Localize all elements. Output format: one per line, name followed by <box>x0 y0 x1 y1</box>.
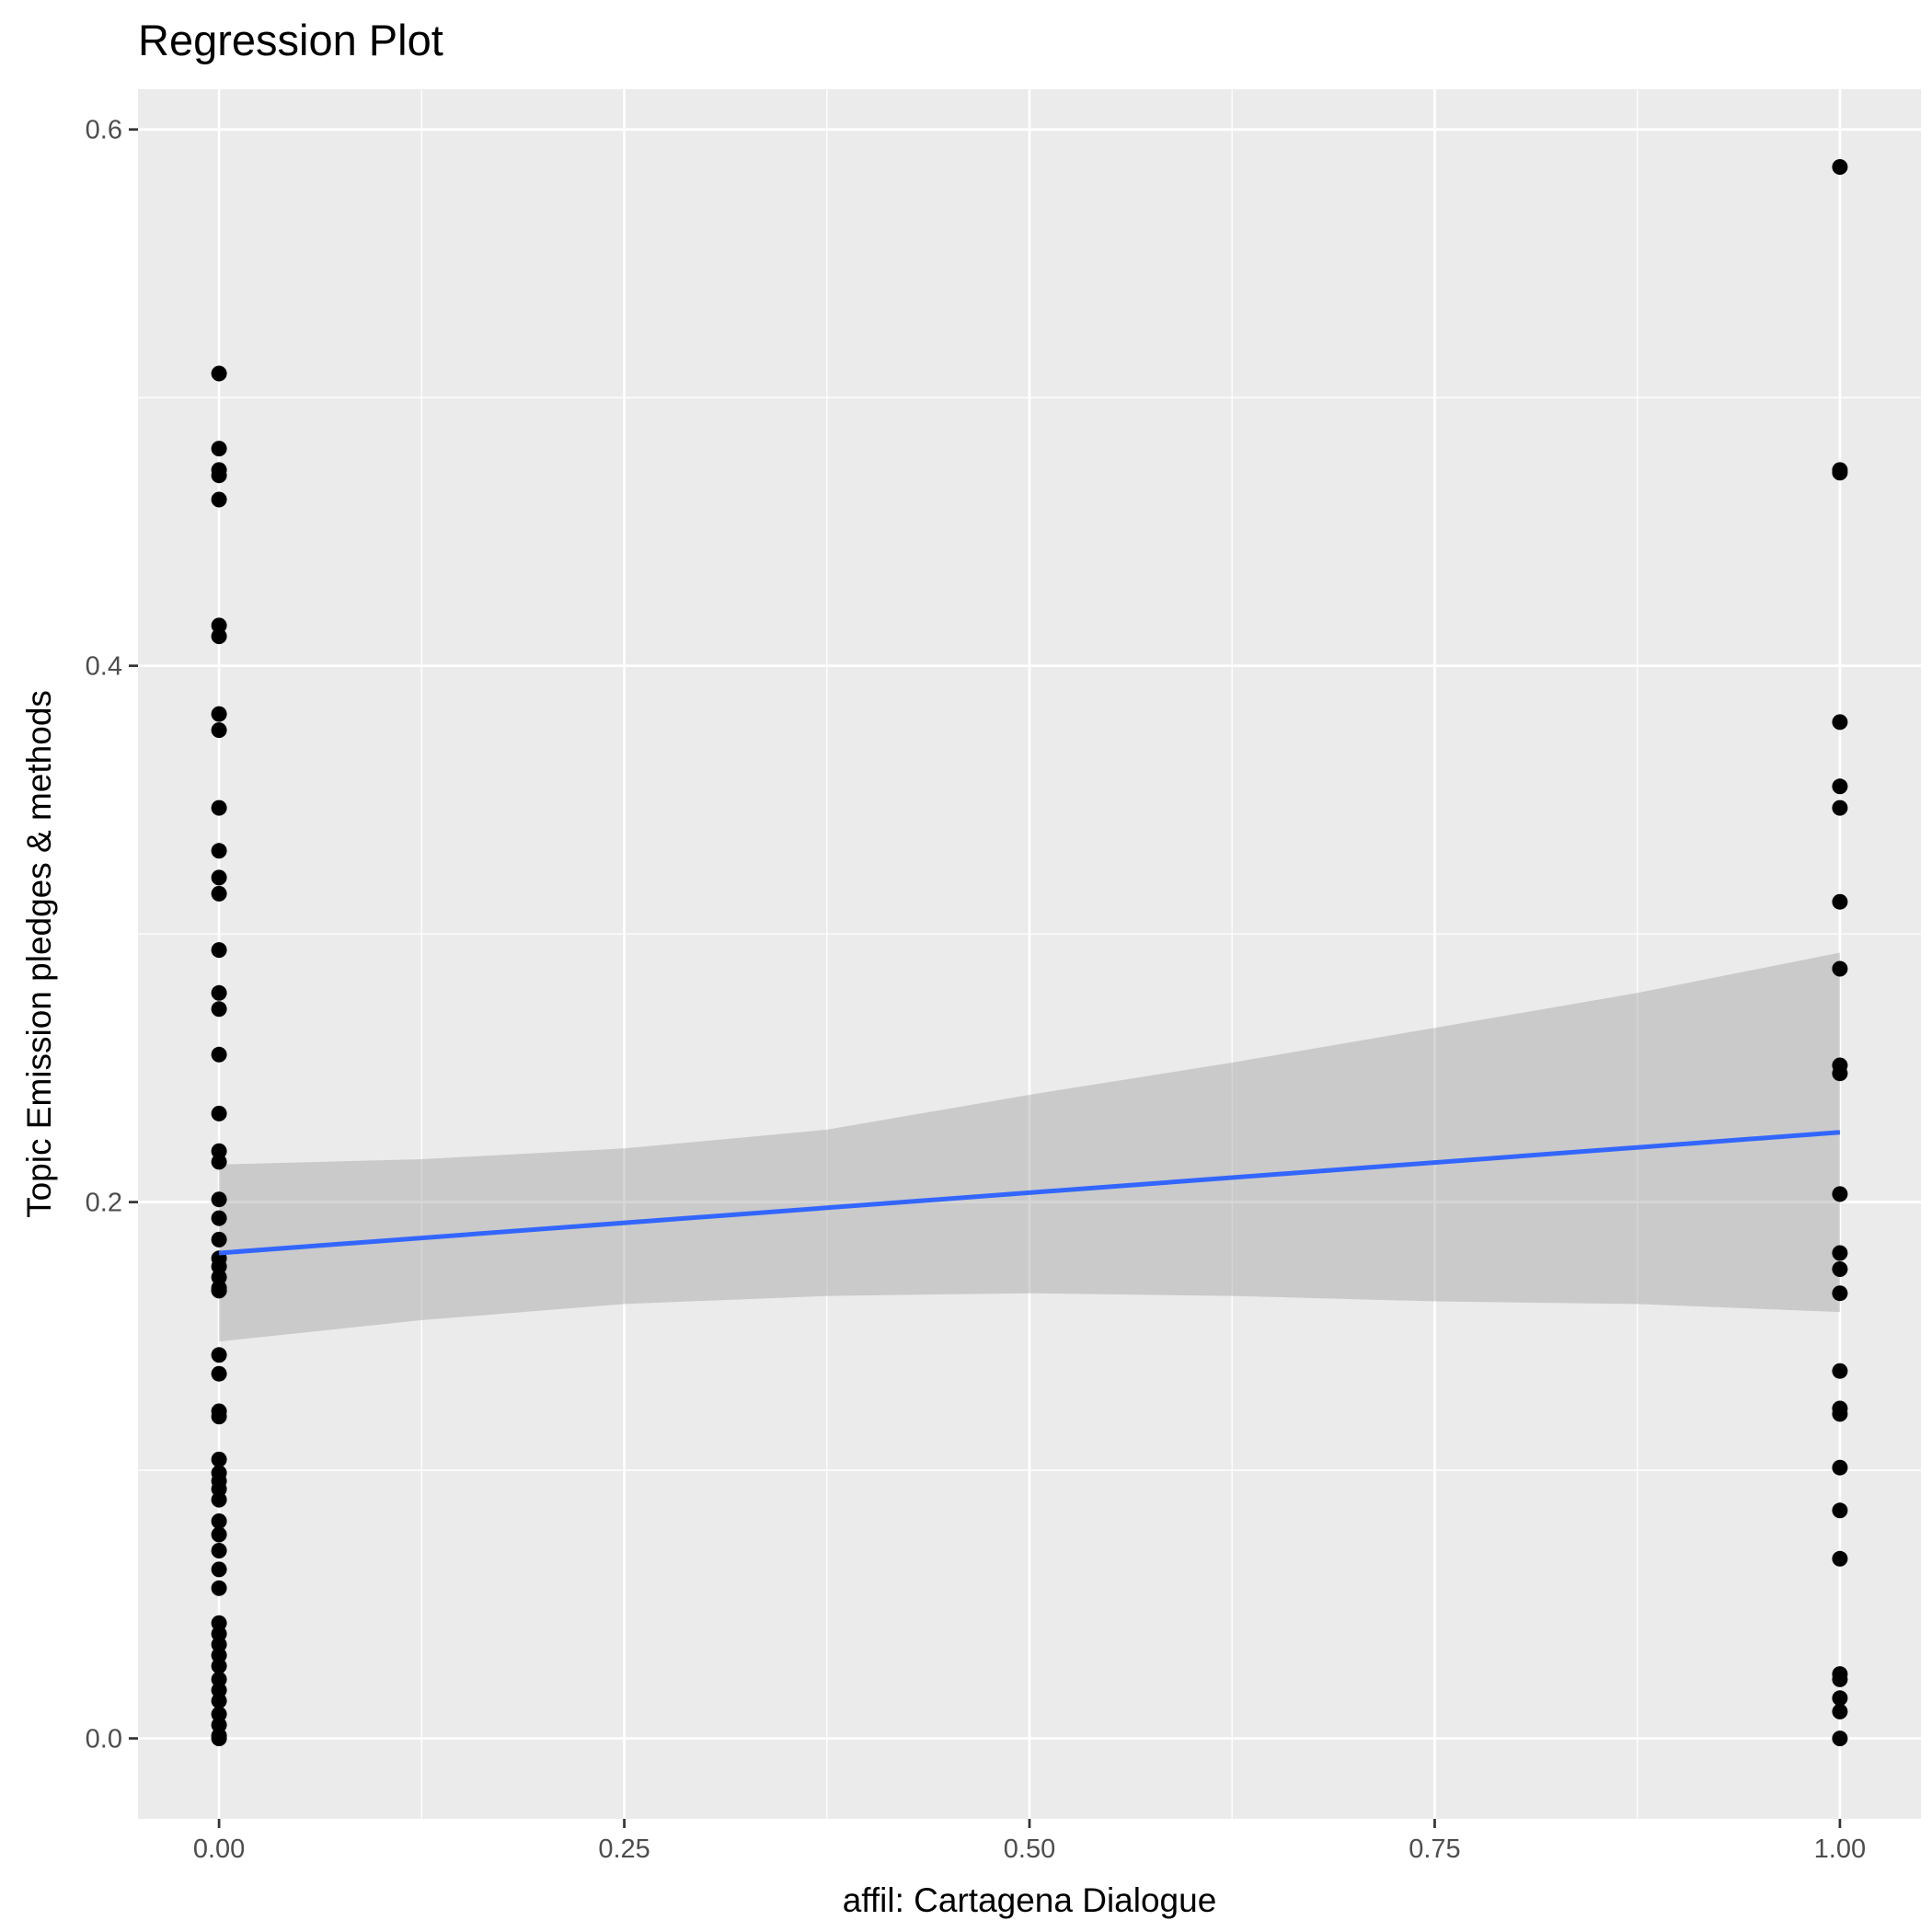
data-point <box>1832 778 1848 795</box>
data-point <box>211 628 227 645</box>
data-point <box>1832 1703 1848 1719</box>
data-point <box>211 1347 227 1363</box>
data-point <box>1832 714 1848 730</box>
data-point <box>211 1143 227 1159</box>
x-axis: 0.00 0.25 0.50 0.75 1.00 <box>193 1819 1866 1864</box>
data-point <box>211 1105 227 1121</box>
data-point <box>211 1615 227 1631</box>
y-tick-label: 0.4 <box>86 652 122 682</box>
data-point <box>211 1365 227 1382</box>
data-point <box>211 1693 227 1709</box>
data-point <box>1832 159 1848 175</box>
regression-line <box>218 1130 1841 1256</box>
data-point <box>1832 1285 1848 1302</box>
data-point <box>1832 1363 1848 1379</box>
data-point <box>211 1191 227 1208</box>
data-point <box>211 722 227 739</box>
data-point <box>211 1526 227 1543</box>
data-point <box>211 365 227 382</box>
data-point <box>211 1561 227 1578</box>
data-point <box>1832 1731 1848 1747</box>
data-point <box>211 1046 227 1063</box>
data-point <box>211 1647 227 1663</box>
data-point <box>211 467 227 484</box>
data-point <box>211 1580 227 1596</box>
data-point <box>211 1706 227 1722</box>
data-point <box>211 984 227 1001</box>
x-tick-label: 0.50 <box>1004 1834 1055 1864</box>
data-point <box>211 1001 227 1018</box>
x-axis-title: affil: Cartagena Dialogue <box>843 1881 1217 1919</box>
data-point <box>1832 1186 1848 1202</box>
data-point <box>211 1682 227 1698</box>
data-point <box>1832 893 1848 910</box>
data-point <box>211 1513 227 1529</box>
data-point <box>211 942 227 959</box>
y-tick-label: 0.6 <box>86 116 122 145</box>
y-axis: 0.0 0.2 0.4 0.6 <box>86 116 138 1754</box>
data-point <box>211 1154 227 1170</box>
data-point <box>211 843 227 859</box>
data-point <box>1832 1550 1848 1567</box>
data-point <box>211 1451 227 1467</box>
data-point <box>211 1731 227 1747</box>
data-point <box>211 1210 227 1226</box>
data-point <box>211 1658 227 1674</box>
data-point <box>211 1637 227 1652</box>
data-point <box>1832 799 1848 816</box>
y-tick-label: 0.0 <box>86 1725 122 1754</box>
y-tick-label: 0.2 <box>86 1189 122 1218</box>
data-point <box>211 1409 227 1425</box>
data-point <box>211 869 227 886</box>
data-point <box>1832 1245 1848 1261</box>
data-point <box>211 1282 227 1299</box>
data-point <box>211 799 227 816</box>
y-axis-title: Topic Emission pledges & methods <box>20 690 58 1218</box>
data-point <box>211 1491 227 1508</box>
data-point <box>211 441 227 457</box>
data-point <box>211 491 227 508</box>
data-point <box>211 885 227 902</box>
data-points <box>211 159 1848 1747</box>
data-point <box>1832 1671 1848 1687</box>
data-point <box>1832 1406 1848 1422</box>
data-point <box>1832 1459 1848 1476</box>
data-point <box>211 706 227 722</box>
x-tick-label: 0.25 <box>598 1834 650 1864</box>
data-point <box>1832 1065 1848 1082</box>
data-point <box>1832 960 1848 977</box>
data-point <box>1832 1690 1848 1707</box>
data-point <box>1832 1502 1848 1519</box>
x-tick-label: 0.75 <box>1409 1834 1460 1864</box>
data-point <box>211 617 227 634</box>
confidence-band <box>219 952 1840 1342</box>
x-tick-label: 0.00 <box>193 1834 245 1864</box>
data-point <box>211 1671 227 1687</box>
data-point <box>211 1231 227 1248</box>
data-point <box>211 1543 227 1558</box>
chart-title: Regression Plot <box>138 16 443 64</box>
data-point <box>1832 1261 1848 1277</box>
x-tick-label: 1.00 <box>1814 1834 1866 1864</box>
data-point <box>211 1269 227 1285</box>
data-point <box>1832 462 1848 478</box>
